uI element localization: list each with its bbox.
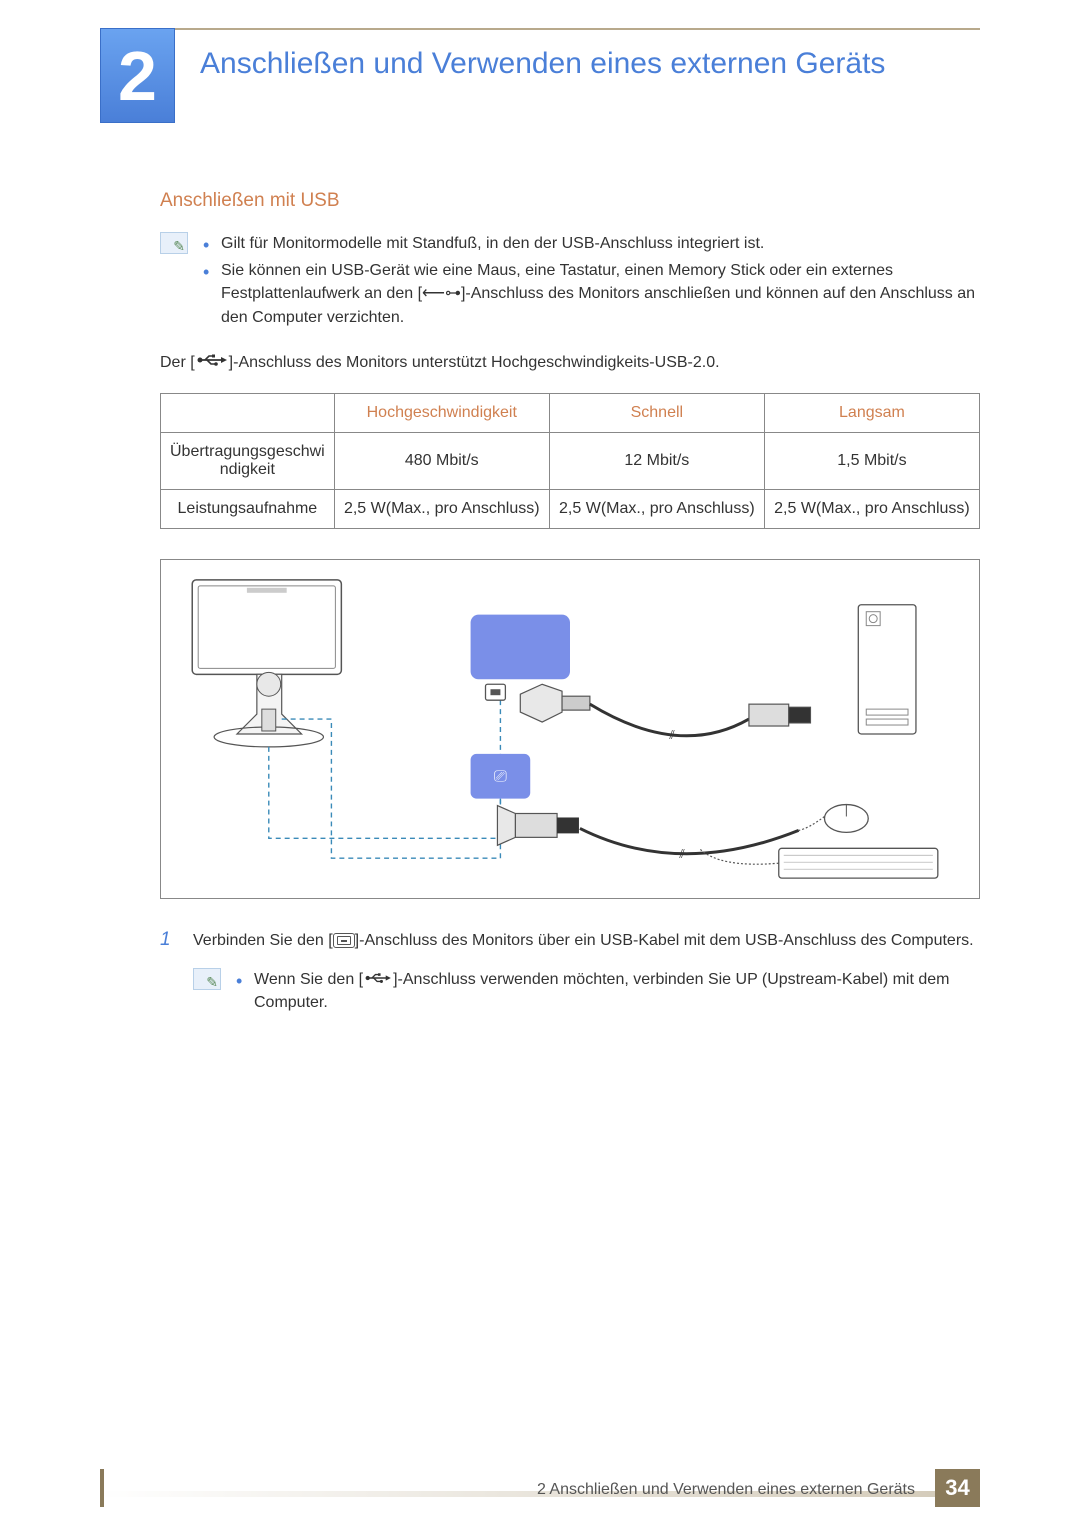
step-1: 1 Verbinden Sie den [ ]-Anschluss des Mon… — [160, 929, 980, 953]
svg-text:⫽: ⫽ — [678, 847, 685, 861]
top-rule — [100, 28, 980, 30]
page-number: 34 — [935, 1469, 980, 1507]
note-list: Gilt für Monitormodelle mit Standfuß, in… — [203, 232, 980, 333]
text-fragment: Verbinden Sie den [ — [193, 932, 333, 949]
note-item: Wenn Sie den []-Anschluss verwenden möch… — [236, 968, 980, 1015]
table-header: Schnell — [549, 393, 764, 432]
diagram-svg: ⫽ ⎚ ⫽ — [161, 560, 979, 898]
table-header: Hochgeschwindigkeit — [334, 393, 549, 432]
table-cell: 12 Mbit/s — [549, 432, 764, 489]
body-text: Der [ ]-Anschluss des Monitors unterstütz… — [160, 351, 980, 375]
svg-text:⎚: ⎚ — [494, 769, 507, 786]
table-cell: 1,5 Mbit/s — [764, 432, 979, 489]
table-cell: Leistungsaufnahme — [161, 489, 335, 528]
table-cell: 2,5 W(Max., pro Anschluss) — [334, 489, 549, 528]
chapter-title: Anschließen und Verwenden eines externen… — [200, 45, 980, 83]
table-header: Langsam — [764, 393, 979, 432]
table-cell: 2,5 W(Max., pro Anschluss) — [764, 489, 979, 528]
table-cell: 480 Mbit/s — [334, 432, 549, 489]
note-list: Wenn Sie den []-Anschluss verwenden möch… — [236, 968, 980, 1019]
text-fragment: ]-Anschluss des Monitors unterstützt Hoc… — [229, 354, 720, 371]
connection-diagram: ⫽ ⎚ ⫽ — [160, 559, 980, 899]
note-icon — [193, 968, 221, 990]
footer-left-accent — [100, 1469, 104, 1507]
chapter-badge: 2 — [100, 28, 175, 123]
table-header-row: Hochgeschwindigkeit Schnell Langsam — [161, 393, 980, 432]
note-block-2: Wenn Sie den []-Anschluss verwenden möch… — [193, 968, 980, 1019]
svg-text:⫽: ⫽ — [668, 728, 675, 742]
section-heading: Anschließen mit USB — [160, 190, 980, 212]
text-fragment: Der [ — [160, 354, 195, 371]
table-cell: Übertragungsgeschwi ndigkeit — [161, 432, 335, 489]
footer-chapter-label: 2 Anschließen und Verwenden eines extern… — [537, 1481, 915, 1499]
usb-spec-table: Hochgeschwindigkeit Schnell Langsam Über… — [160, 393, 980, 529]
table-row: Übertragungsgeschwi ndigkeit 480 Mbit/s … — [161, 432, 980, 489]
text-fragment: Wenn Sie den [ — [254, 971, 363, 988]
note-item: Sie können ein USB-Gerät wie eine Maus, … — [203, 259, 980, 329]
note-block-1: Gilt für Monitormodelle mit Standfuß, in… — [160, 232, 980, 333]
chapter-number: 2 — [118, 41, 157, 111]
table-row: Leistungsaufnahme 2,5 W(Max., pro Anschl… — [161, 489, 980, 528]
note-item: Gilt für Monitormodelle mit Standfuß, in… — [203, 232, 980, 255]
table-header — [161, 393, 335, 432]
note-icon — [160, 232, 188, 254]
table-cell: 2,5 W(Max., pro Anschluss) — [549, 489, 764, 528]
page-content: Anschließen mit USB Gilt für Monitormode… — [160, 190, 980, 1019]
usb-upstream-port-icon — [333, 933, 355, 948]
usb-trident-icon — [197, 351, 227, 375]
step-text: Verbinden Sie den [ ]-Anschluss des Monit… — [193, 929, 980, 953]
usb-trident-icon — [365, 968, 391, 991]
text-fragment: ]-Anschluss des Monitors über ein USB-Ka… — [355, 932, 974, 949]
step-number: 1 — [160, 929, 178, 953]
